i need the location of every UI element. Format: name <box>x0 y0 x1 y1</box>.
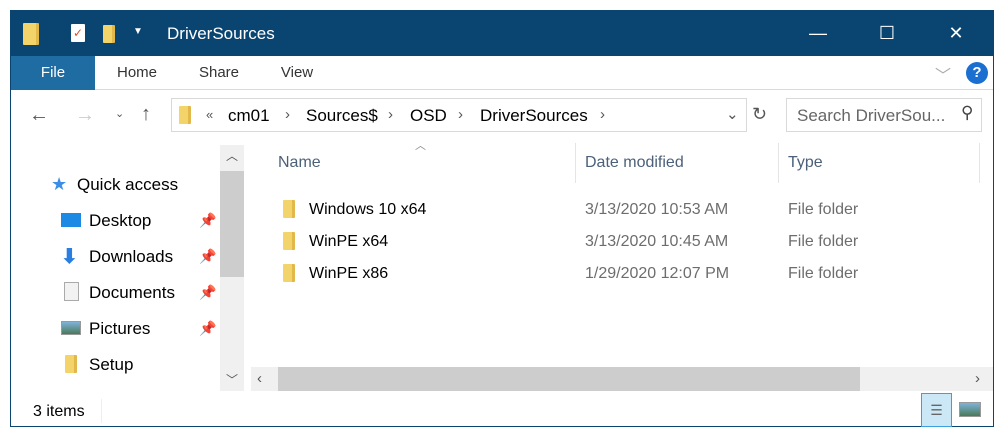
file-date: 3/13/2020 10:45 AM <box>585 233 729 250</box>
minimize-button[interactable]: — <box>809 23 827 43</box>
folder-icon <box>179 106 191 124</box>
details-view-button[interactable]: ☰ <box>921 393 952 427</box>
maximize-button[interactable]: ☐ <box>878 23 896 43</box>
new-folder-icon[interactable] <box>103 25 115 43</box>
sidebar-item-setup[interactable]: Setup <box>89 355 134 374</box>
breadcrumb-cm01[interactable]: cm01 <box>228 106 270 125</box>
status-item-count: 3 items <box>33 403 85 420</box>
close-button[interactable]: ✕ <box>948 23 964 43</box>
title-bar: ✓ ▼ DriverSources — ☐ ✕ <box>11 11 993 56</box>
file-date: 3/13/2020 10:53 AM <box>585 201 729 218</box>
recent-locations-icon[interactable]: ⌄ <box>115 108 125 120</box>
window-title: DriverSources <box>167 24 275 43</box>
breadcrumb-sources[interactable]: Sources$ <box>306 106 378 125</box>
scrollbar-thumb[interactable] <box>220 171 244 277</box>
properties-icon[interactable]: ✓ <box>71 24 85 42</box>
address-dropdown-icon[interactable]: ⌄ <box>726 106 739 123</box>
file-name[interactable]: WinPE x86 <box>309 265 389 282</box>
pin-icon: 📌 <box>199 284 217 300</box>
column-divider <box>979 143 980 183</box>
search-icon[interactable]: ⚲ <box>961 103 974 122</box>
search-input[interactable]: Search DriverSou... <box>786 98 982 132</box>
folder-icon <box>283 264 295 282</box>
chevron-right-icon: › <box>285 106 290 123</box>
pin-icon: 📌 <box>199 248 217 264</box>
large-icons-view-button[interactable] <box>959 402 981 417</box>
tab-view[interactable]: View <box>280 64 314 81</box>
expand-ribbon-icon[interactable]: ﹀ <box>935 68 952 85</box>
scroll-down-icon[interactable]: ﹀ <box>226 373 239 387</box>
folder-icon <box>283 232 295 250</box>
star-icon: ★ <box>51 174 68 194</box>
chevron-right-icon[interactable]: › <box>600 106 605 123</box>
sidebar-item-desktop[interactable]: Desktop <box>89 211 152 230</box>
scroll-up-icon[interactable]: ︿ <box>226 149 239 163</box>
sidebar-quick-access[interactable]: Quick access <box>77 175 179 194</box>
file-name[interactable]: WinPE x64 <box>309 233 389 250</box>
scroll-left-icon[interactable]: ‹ <box>257 370 262 387</box>
overflow-icon[interactable]: « <box>206 107 214 122</box>
column-header-date[interactable]: Date modified <box>585 154 684 171</box>
breadcrumb-osd[interactable]: OSD <box>410 106 447 125</box>
sidebar-item-downloads[interactable]: Downloads <box>89 247 174 266</box>
folder-icon <box>23 23 39 45</box>
back-button[interactable]: ← <box>29 104 49 126</box>
sidebar-item-documents[interactable]: Documents <box>89 283 175 302</box>
help-icon[interactable]: ? <box>966 62 988 84</box>
tab-share[interactable]: Share <box>198 64 240 81</box>
pin-icon: 📌 <box>199 320 217 336</box>
column-divider <box>575 143 576 183</box>
chevron-right-icon: › <box>388 106 393 123</box>
divider <box>101 399 102 423</box>
pin-icon: 📌 <box>199 212 217 228</box>
tab-home[interactable]: Home <box>116 64 157 81</box>
folder-icon <box>283 200 295 218</box>
divider <box>746 99 747 131</box>
file-type: File folder <box>788 201 859 218</box>
scrollbar-thumb[interactable] <box>278 367 860 391</box>
sidebar-scrollbar[interactable]: ︿ ﹀ <box>220 145 244 391</box>
download-icon: ⬇ <box>61 246 78 268</box>
sort-ascending-icon: ︿ <box>415 140 426 152</box>
scroll-right-icon[interactable]: › <box>975 370 980 387</box>
sidebar-item-pictures[interactable]: Pictures <box>89 319 151 338</box>
documents-icon <box>64 282 79 301</box>
column-header-type[interactable]: Type <box>788 154 823 171</box>
refresh-icon[interactable]: ↻ <box>752 104 768 124</box>
file-name[interactable]: Windows 10 x64 <box>309 201 427 218</box>
breadcrumb-driversources[interactable]: DriverSources <box>480 106 588 125</box>
ribbon: File Home Share View ﹀ ? <box>11 56 993 90</box>
chevron-right-icon: › <box>458 106 463 123</box>
up-button[interactable]: ↑ <box>141 103 151 125</box>
forward-button[interactable]: → <box>75 104 95 126</box>
address-bar[interactable]: « cm01 › Sources$ › OSD › DriverSources … <box>171 98 767 132</box>
column-divider <box>778 143 779 183</box>
customize-toolbar-icon[interactable]: ▼ <box>133 26 143 37</box>
file-type: File folder <box>788 233 859 250</box>
tab-file[interactable]: File <box>11 56 95 90</box>
file-date: 1/29/2020 12:07 PM <box>585 265 730 282</box>
horizontal-scrollbar[interactable]: ‹ › <box>251 367 993 391</box>
folder-icon <box>65 355 77 373</box>
pictures-icon <box>61 321 81 335</box>
desktop-icon <box>61 213 81 227</box>
explorer-window: ✓ ▼ DriverSources — ☐ ✕ File Home Share … <box>10 10 994 427</box>
file-type: File folder <box>788 265 859 282</box>
column-header-name[interactable]: Name <box>278 154 321 171</box>
